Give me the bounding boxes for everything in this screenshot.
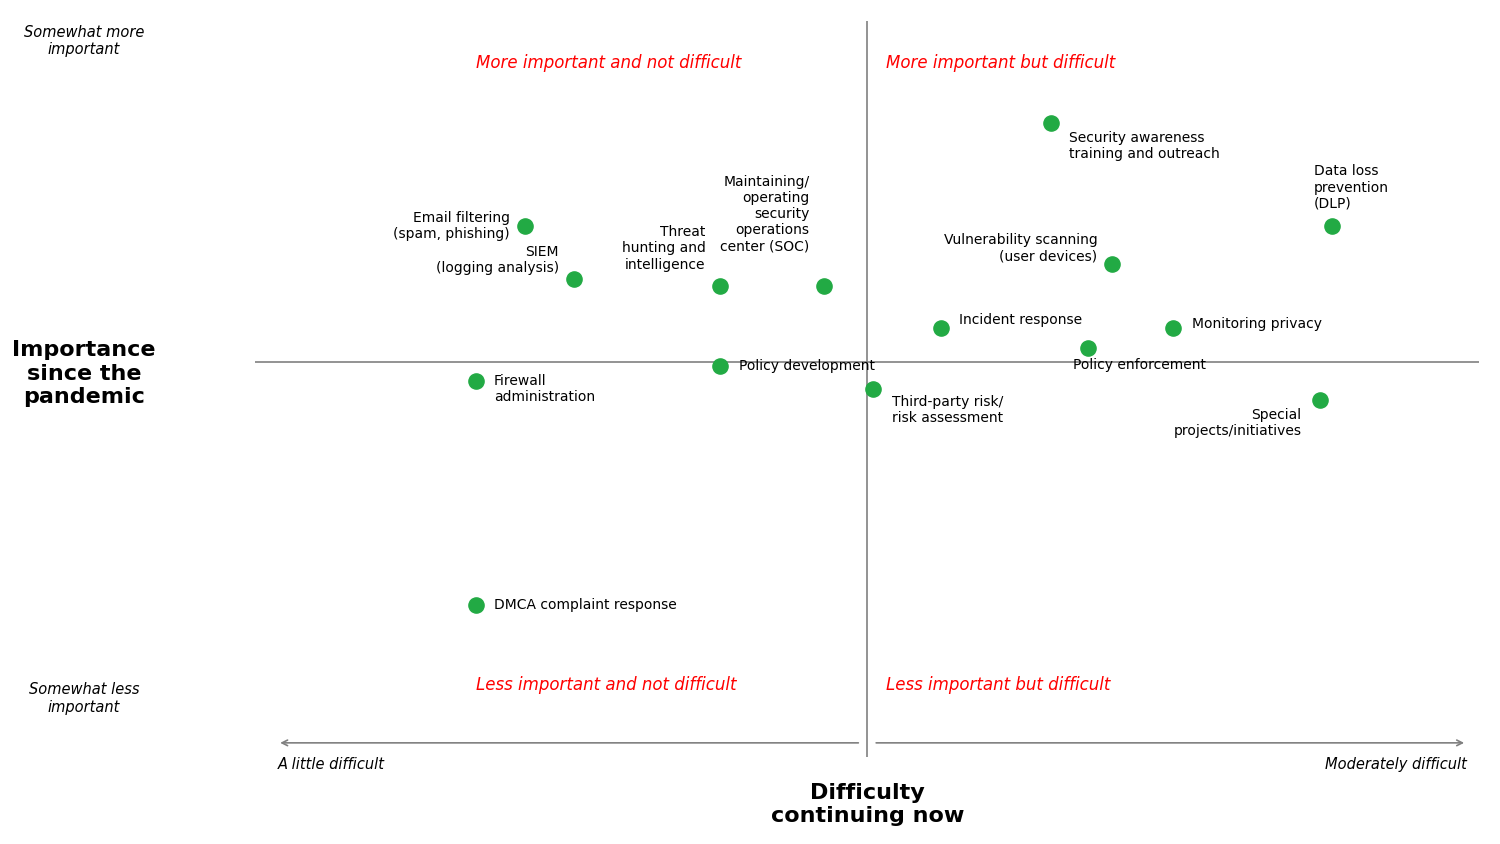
Text: Less important and not difficult: Less important and not difficult [476,676,736,694]
Point [1161,322,1185,335]
Text: More important and not difficult: More important and not difficult [476,54,741,72]
Point [561,272,585,285]
Text: Email filtering
(spam, phishing): Email filtering (spam, phishing) [393,210,510,241]
Point [1076,342,1100,355]
Text: Moderately difficult: Moderately difficult [1324,756,1467,771]
Text: Incident response: Incident response [958,313,1082,327]
Text: Firewall
administration: Firewall administration [494,374,596,403]
Point [1308,393,1332,407]
Point [1320,219,1344,232]
Text: SIEM
(logging analysis): SIEM (logging analysis) [435,245,560,275]
Point [464,598,488,612]
Text: Policy development: Policy development [738,359,874,373]
Text: Data loss
prevention
(DLP): Data loss prevention (DLP) [1314,165,1389,211]
Text: Monitoring privacy: Monitoring privacy [1191,317,1322,331]
Point [813,279,837,293]
Text: DMCA complaint response: DMCA complaint response [494,598,676,612]
Text: Difficulty
continuing now: Difficulty continuing now [771,783,964,826]
Text: Somewhat less
important: Somewhat less important [28,683,140,715]
Text: More important but difficult: More important but difficult [885,54,1114,72]
Text: Security awareness
training and outreach: Security awareness training and outreach [1070,131,1220,161]
Point [1100,257,1124,270]
Text: Policy enforcement: Policy enforcement [1072,358,1206,372]
Text: Importance
since the
pandemic: Importance since the pandemic [12,340,156,407]
Point [861,382,885,396]
Point [513,219,537,232]
Point [464,375,488,388]
Text: Third-party risk/
risk assessment: Third-party risk/ risk assessment [891,395,1004,425]
Point [1040,116,1064,130]
Text: Maintaining/
operating
security
operations
center (SOC): Maintaining/ operating security operatio… [720,175,810,254]
Point [928,322,952,335]
Point [708,279,732,293]
Text: Threat
hunting and
intelligence: Threat hunting and intelligence [622,225,705,272]
Text: Vulnerability scanning
(user devices): Vulnerability scanning (user devices) [944,233,1098,263]
Text: Less important but difficult: Less important but difficult [885,676,1110,694]
Text: A little difficult: A little difficult [278,756,384,771]
Point [708,360,732,373]
Text: Somewhat more
important: Somewhat more important [24,24,144,57]
Text: Special
projects/initiatives: Special projects/initiatives [1173,408,1302,438]
